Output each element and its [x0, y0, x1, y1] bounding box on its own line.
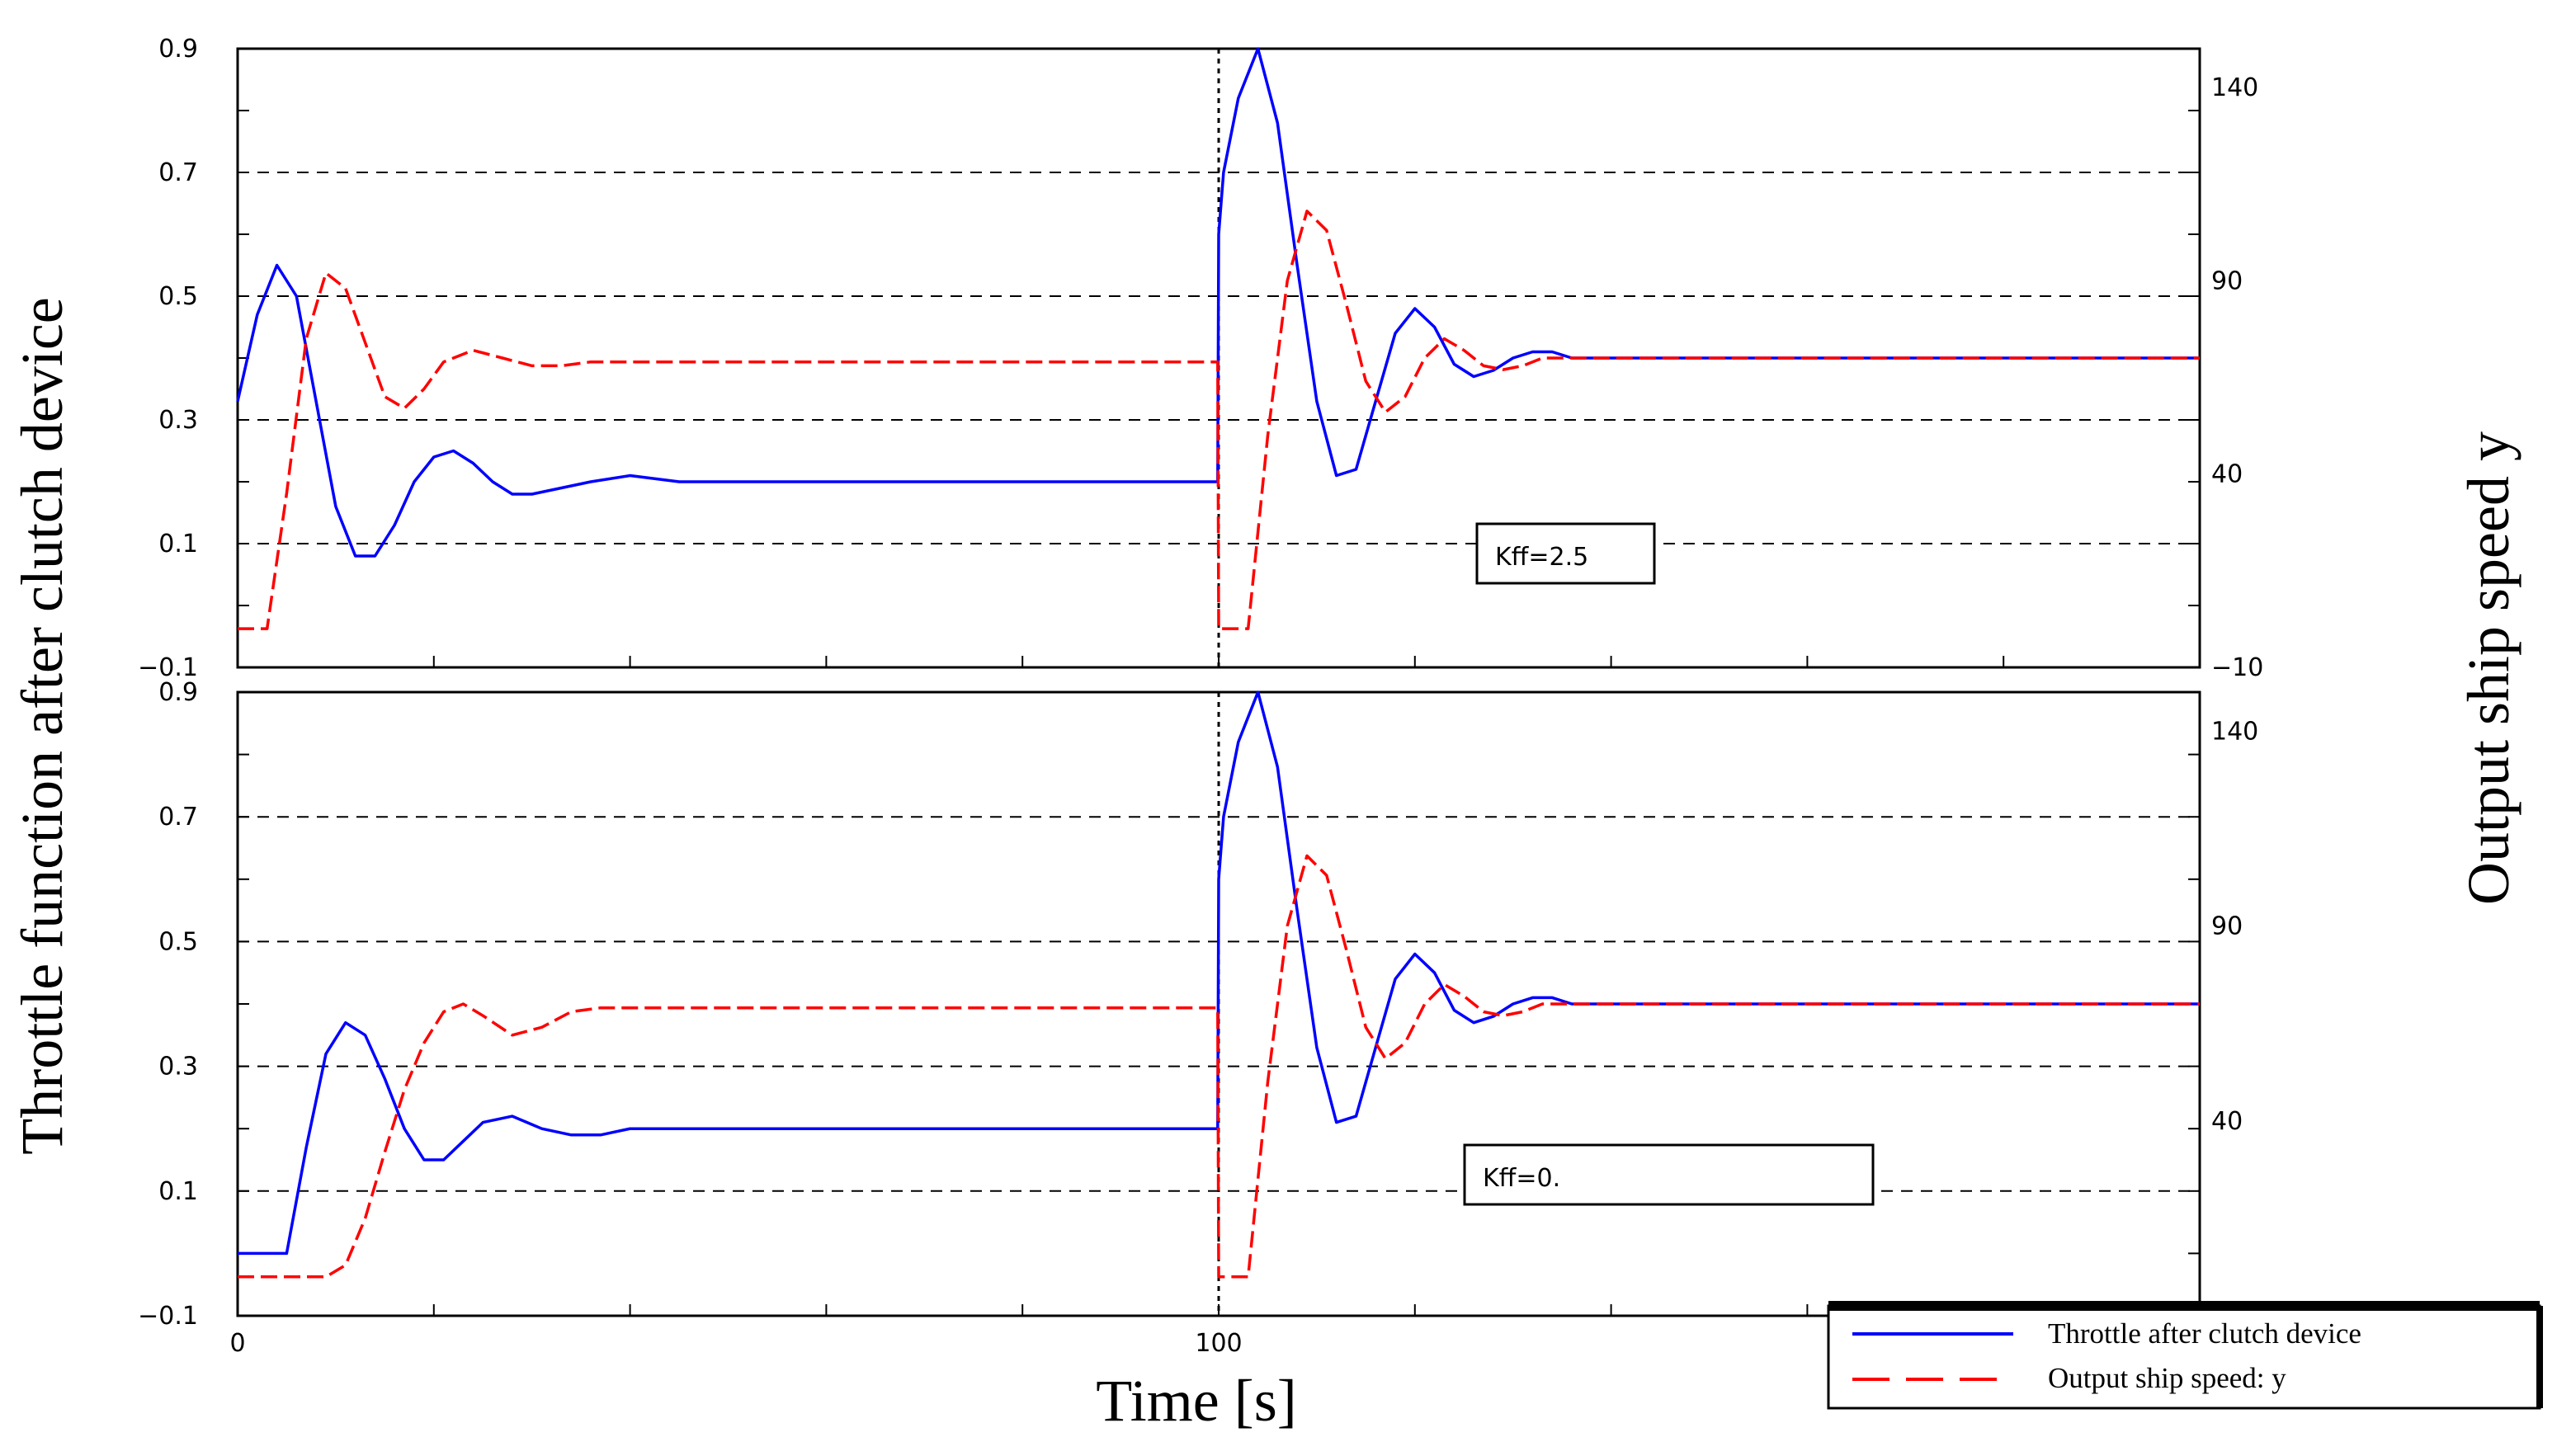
annotation-label: Kff=0. — [1483, 1164, 1560, 1193]
legend-label-throttle: Throttle after clutch device — [2048, 1317, 2361, 1350]
y-left-tick-label: 0.7 — [158, 158, 198, 187]
annotation-box — [1475, 522, 1656, 585]
ship-speed-series-line — [238, 854, 2200, 1279]
y-left-tick-label: 0.1 — [158, 1177, 198, 1206]
y-left-tick-label: −0.1 — [138, 653, 198, 682]
panel-2: −0.1 0.1 0.3 0.5 0.7 0.9 40 90 140 Kff=0. — [138, 678, 2258, 1331]
y-left-tick-label: 0.3 — [158, 1053, 198, 1081]
y-left-tick-label: 0.9 — [158, 678, 198, 707]
y-right-tick-label: 140 — [2211, 717, 2258, 746]
y-left-tick-label: 0.3 — [158, 406, 198, 435]
y-right-tick-label: 40 — [2211, 460, 2243, 489]
annotation-box — [1463, 1143, 1875, 1206]
throttle-series-line — [238, 690, 2200, 1256]
legend: Throttle after clutch device Output ship… — [1827, 1301, 2543, 1410]
legend-box — [1827, 1304, 2541, 1410]
x-tick-label: 0 — [229, 1329, 245, 1358]
panel-1: −0.1 0.1 0.3 0.5 0.7 0.9 −10 40 90 140 Kff=2.5 — [138, 35, 2263, 682]
legend-label-speed: Output ship speed: y — [2048, 1362, 2286, 1394]
x-tick-label: 100 — [1195, 1329, 1242, 1358]
y-left-tick-label: 0.7 — [158, 803, 198, 832]
y-right-tick-label: 90 — [2211, 912, 2243, 941]
y-left-tick-label: 0.9 — [158, 35, 198, 64]
y-axis-left-title: Throttle function after clutch device — [9, 297, 75, 1155]
throttle-series-line — [236, 47, 2200, 558]
y-right-tick-label: 40 — [2211, 1107, 2243, 1136]
y-left-tick-label: 0.1 — [158, 530, 198, 558]
y-left-tick-label: 0.5 — [158, 927, 198, 956]
annotation-label: Kff=2.5 — [1495, 543, 1588, 572]
y-left-tick-label: 0.5 — [158, 282, 198, 311]
y-right-tick-label: −10 — [2211, 653, 2263, 682]
ship-speed-series-line — [238, 210, 2200, 630]
y-axis-right-title: Output ship speed y — [2456, 431, 2522, 905]
y-left-tick-label: −0.1 — [138, 1302, 198, 1331]
x-axis-title: Time [s] — [1096, 1368, 1296, 1434]
y-right-tick-label: 90 — [2211, 266, 2243, 295]
y-right-tick-label: 140 — [2211, 73, 2258, 102]
